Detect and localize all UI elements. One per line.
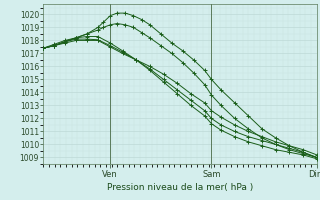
X-axis label: Pression niveau de la mer( hPa ): Pression niveau de la mer( hPa ) xyxy=(107,183,253,192)
